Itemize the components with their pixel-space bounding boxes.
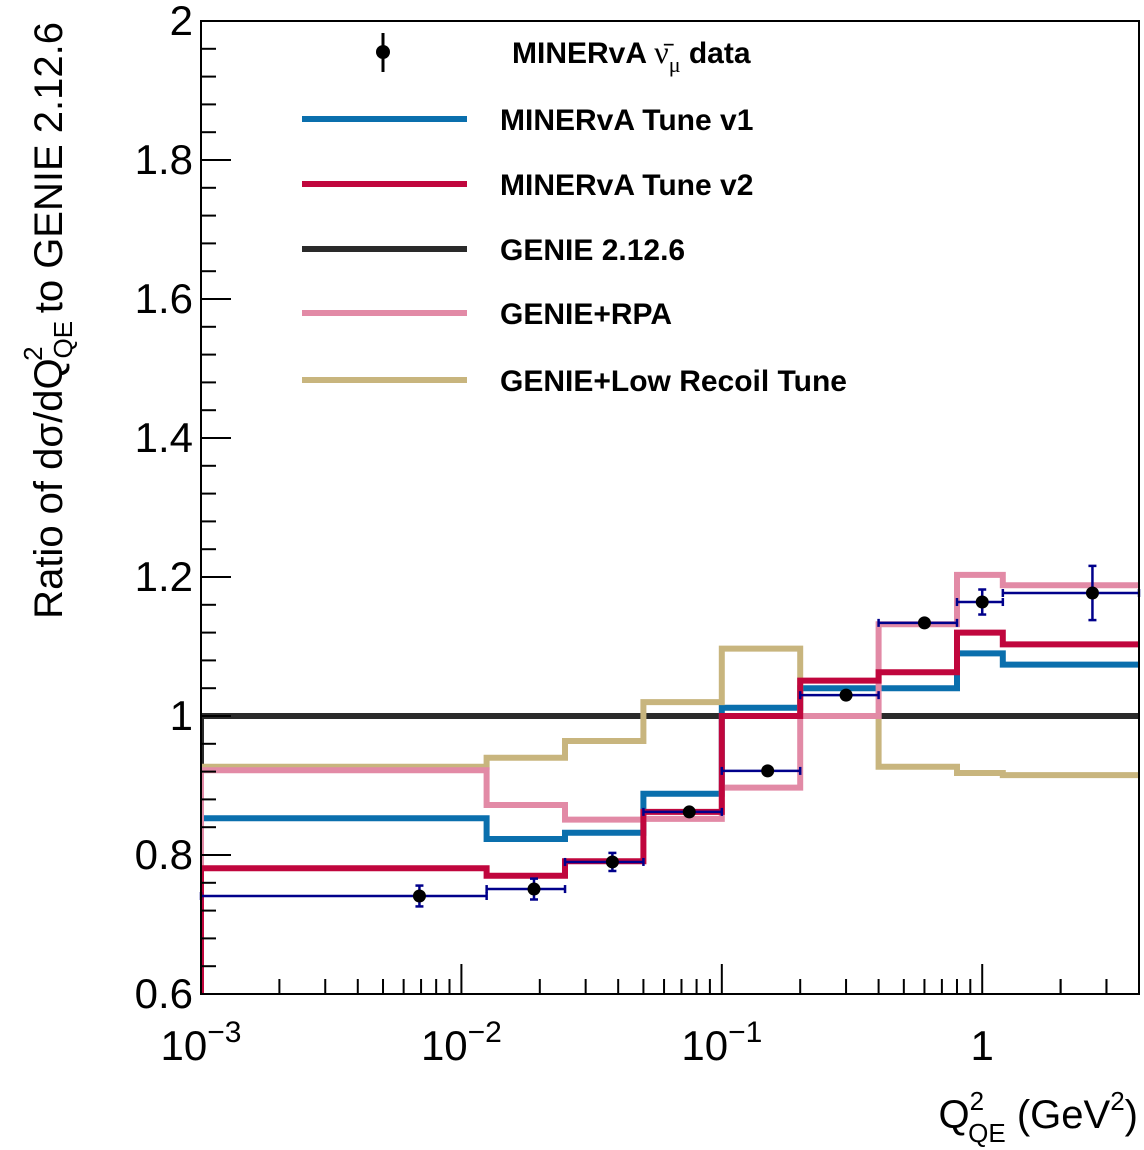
legend-item: GENIE+RPA — [302, 298, 672, 331]
x-tick-label: 10−3 — [161, 1016, 242, 1069]
legend-label: MINERvA Tune v1 — [500, 104, 753, 137]
y-tick-label: 1 — [170, 692, 193, 739]
series-line-1 — [201, 629, 1139, 994]
data-point — [199, 884, 488, 908]
y-axis-label-sup: 2 — [18, 346, 48, 360]
legend-label: GENIE+Low Recoil Tune — [500, 365, 847, 398]
y-tick-label: 1.2 — [135, 553, 193, 600]
y-tick-label: 0.8 — [135, 831, 193, 878]
x-tick-label: 10−2 — [421, 1016, 502, 1069]
legend-item: GENIE+Low Recoil Tune — [302, 365, 847, 398]
x-axis-label-unit-sup: 2 — [1110, 1086, 1124, 1116]
y-axis-label-pre: Ratio of dσ/dQ — [27, 358, 71, 618]
y-axis-label-sub: QE — [48, 321, 78, 359]
legend-label: MINERvA Tune v2 — [500, 169, 753, 202]
series-layer — [201, 571, 1139, 994]
data-point — [563, 851, 645, 873]
legend-label: GENIE 2.12.6 — [500, 234, 685, 267]
y-tick-label: 1.6 — [135, 275, 193, 322]
data-points-layer — [199, 564, 1141, 908]
data-point — [955, 588, 1005, 616]
series-line-3 — [201, 571, 1139, 994]
data-point — [485, 877, 567, 901]
y-axis-label-post: to GENIE 2.12.6 — [27, 22, 71, 324]
y-axis-label: Ratio of dσ/dQQE2 to GENIE 2.12.6 — [18, 22, 78, 619]
axes: 0.6 0.8 1 1.2 1.4 1.6 1.8 2 10−3 10−2 10−1 1 — [135, 0, 1140, 1069]
y-tick-label: 1.4 — [135, 414, 193, 461]
legend-item: MINERvA Tune v1 — [302, 104, 753, 137]
data-point — [720, 764, 802, 778]
x-tick-label: 1 — [971, 1022, 994, 1069]
y-tick-label: 0.6 — [135, 970, 193, 1017]
legend-label: GENIE+RPA — [500, 298, 672, 331]
series-line-2 — [201, 713, 1139, 994]
x-axis-label-sup: 2 — [970, 1086, 984, 1116]
x-axis-label-sub: QE — [968, 1118, 1006, 1148]
series-line-4 — [201, 645, 1139, 994]
data-point — [877, 616, 959, 630]
legend-item: MINERvA Tune v2 — [302, 169, 753, 202]
plot-frame — [200, 20, 1140, 995]
data-point — [798, 688, 880, 702]
y-tick-label: 2 — [170, 0, 193, 44]
x-axis-label: Q2 QE (GeV2) — [939, 1086, 1138, 1148]
data-point — [1001, 564, 1141, 622]
legend-label-data: MINERvA ν̄μ data — [512, 34, 751, 77]
legend-item-data: MINERvA ν̄μ data — [376, 33, 751, 77]
x-axis-label-q: Q — [939, 1093, 970, 1137]
legend-item: GENIE 2.12.6 — [302, 234, 685, 267]
y-tick-label: 1.8 — [135, 136, 193, 183]
data-point — [642, 805, 724, 819]
x-tick-label: 10−1 — [681, 1016, 762, 1069]
legend: MINERvA ν̄μ data MINERvA Tune v1 MINERvA T… — [302, 33, 847, 398]
x-axis-label-unit-pre: (GeV — [1006, 1093, 1111, 1137]
x-axis-label-unit-post: ) — [1125, 1093, 1138, 1137]
